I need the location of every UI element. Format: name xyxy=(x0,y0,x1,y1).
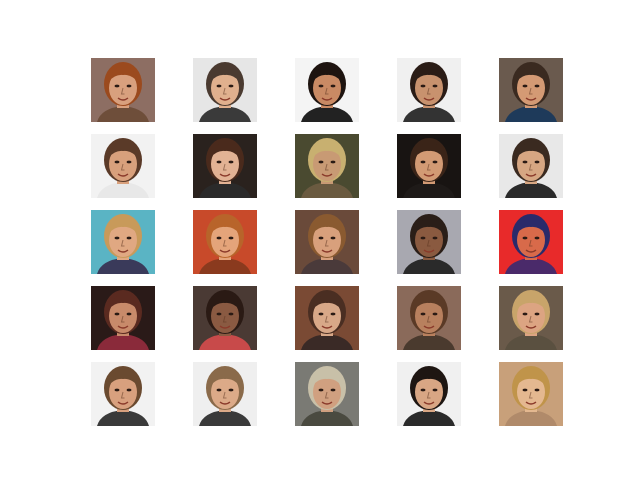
face-thumbnail xyxy=(295,286,359,350)
face-thumbnail xyxy=(193,286,257,350)
face-thumbnail xyxy=(193,58,257,122)
face-thumbnail xyxy=(91,134,155,198)
face-thumbnail xyxy=(397,134,461,198)
face-thumbnail xyxy=(295,362,359,426)
face-thumbnail xyxy=(91,362,155,426)
face-thumbnail xyxy=(499,362,563,426)
face-thumbnail xyxy=(499,134,563,198)
face-thumbnail xyxy=(295,134,359,198)
face-thumbnail xyxy=(91,286,155,350)
face-thumbnail xyxy=(499,210,563,274)
face-thumbnail xyxy=(193,210,257,274)
face-thumbnail xyxy=(397,210,461,274)
face-thumbnail xyxy=(193,134,257,198)
face-thumbnail xyxy=(397,58,461,122)
face-thumbnail xyxy=(499,286,563,350)
face-thumbnail xyxy=(397,286,461,350)
face-thumbnail xyxy=(499,58,563,122)
face-thumbnail xyxy=(397,362,461,426)
face-thumbnail xyxy=(295,210,359,274)
face-thumbnail xyxy=(295,58,359,122)
face-thumbnail xyxy=(193,362,257,426)
face-thumbnail xyxy=(91,58,155,122)
face-thumbnail xyxy=(91,210,155,274)
